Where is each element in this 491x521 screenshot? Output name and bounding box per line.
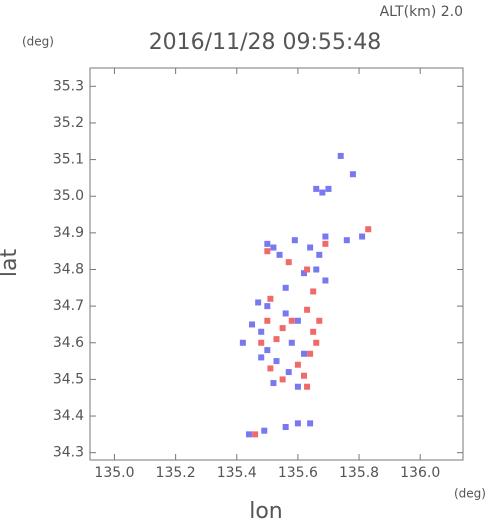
radar-cell [301,350,308,357]
x-tick-label: 135.2 [156,465,196,481]
x-axis-label: lon [249,499,283,521]
radar-cell [325,185,332,192]
radar-cell [319,189,326,196]
radar-cell [264,240,271,247]
radar-cell [282,284,289,291]
radar-cell [291,237,298,244]
radar-cell [337,152,344,159]
altitude-annotation: ALT(km) 2.0 [380,4,463,20]
radar-cell [322,233,329,240]
radar-cell [294,317,301,324]
radar-cell [307,350,314,357]
radar-cell [294,361,301,368]
y-tick-label: 34.6 [53,335,84,351]
radar-cell [279,376,286,383]
y-tick-label: 34.4 [53,408,84,424]
radar-cell [349,171,356,178]
radar-cell [359,233,366,240]
radar-cell [304,306,311,313]
y-tick-label: 34.7 [53,298,84,314]
radar-cell [252,431,259,438]
radar-cell [267,295,274,302]
radar-cell [288,317,295,324]
radar-cell [285,369,292,376]
radar-cell [258,328,265,335]
radar-cell [294,420,301,427]
x-tick-label: 136.0 [400,465,440,481]
radar-cell [322,240,329,247]
radar-cell [267,365,274,372]
y-tick-label: 34.5 [53,371,84,387]
radar-cell [264,303,271,310]
y-tick-label: 35.0 [53,188,84,204]
radar-cell [276,251,283,258]
radar-cell [322,277,329,284]
radar-cell [313,339,320,346]
y-axis-label: lat [0,249,22,278]
radar-cell [249,321,256,328]
x-tick-label: 135.0 [94,465,134,481]
y-tick-label: 34.9 [53,225,84,241]
radar-cell [270,380,277,387]
radar-cell [282,310,289,317]
chart-title: 2016/11/28 09:55:48 [149,30,382,55]
y-tick-label: 35.1 [53,152,84,168]
x-tick-label: 135.6 [278,465,318,481]
radar-cell [239,339,246,346]
x-tick-label: 135.8 [339,465,379,481]
radar-cell [258,354,265,361]
radar-cell [365,226,372,233]
radar-cell [261,427,268,434]
radar-cell [282,424,289,431]
radar-cell [258,339,265,346]
y-tick-label: 35.3 [53,78,84,94]
radar-cell [301,270,308,277]
radar-cell [245,431,252,438]
radar-cell [273,358,280,365]
radar-cell [279,325,286,332]
radar-cell [264,347,271,354]
radar-cell [270,244,277,251]
y-tick-label: 34.8 [53,261,84,277]
radar-cell [310,288,317,295]
radar-cell [301,372,308,379]
radar-cell [316,317,323,324]
x-unit: (deg) [454,487,486,501]
y-tick-label: 35.2 [53,115,84,131]
x-tick-label: 135.4 [217,465,257,481]
radar-cell [307,244,314,251]
radar-cell [304,383,311,390]
radar-cell [343,237,350,244]
radar-cell [313,185,320,192]
radar-cell [313,266,320,273]
radar-cell [273,336,280,343]
plot-frame [89,67,464,461]
y-unit: (deg) [22,35,54,49]
radar-cell [285,259,292,266]
radar-cell [310,328,317,335]
radar-cell [264,248,271,255]
radar-cell [316,251,323,258]
radar-cell [288,339,295,346]
radar-cell [304,266,311,273]
radar-cell [307,420,314,427]
radar-cell [294,383,301,390]
radar-cell [264,317,271,324]
radar-cell [255,299,262,306]
y-tick-label: 34.3 [53,445,84,461]
